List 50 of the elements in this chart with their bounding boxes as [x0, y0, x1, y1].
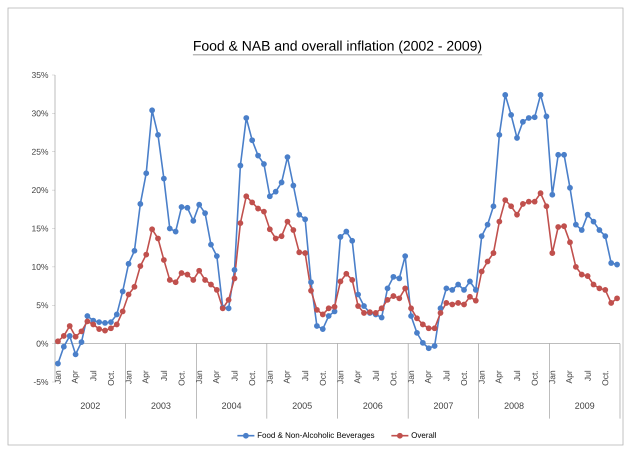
x-tick-label: Oct.: [532, 371, 538, 386]
text: 2002: [80, 402, 100, 409]
x-tick-label: Jan: [337, 370, 344, 384]
x-tick-label: Oct.: [461, 371, 468, 386]
x-tick-label: Oct.: [602, 371, 608, 386]
x-tick-label: Jan: [266, 370, 273, 384]
x-tick-label: Jul: [302, 370, 308, 382]
x-tick-label: Jul: [231, 370, 238, 382]
y-tick-label: 5%: [36, 302, 48, 308]
text: 2006: [363, 402, 382, 409]
x-tick-label: Jan: [54, 370, 61, 384]
text: 2009: [575, 402, 594, 409]
y-tick-label: 30%: [32, 110, 48, 116]
text: 2004: [222, 402, 242, 409]
x-tick-label: Apr: [496, 370, 504, 384]
text: 2005: [292, 402, 312, 409]
text: 2008: [504, 402, 524, 409]
x-tick-label: Jul: [584, 370, 591, 382]
x-tick-label: Jul: [514, 370, 520, 382]
x-tick-label: Jan: [408, 370, 414, 384]
y-tick-label: 10%: [32, 264, 48, 270]
x-tick-label: Apr: [284, 370, 292, 384]
text: 2003: [151, 402, 171, 409]
y-tick-label: 25%: [32, 148, 48, 155]
x-tick-label: Jan: [549, 370, 556, 384]
x-tick-label: Oct.: [249, 371, 256, 386]
y-tick-label: 35%: [32, 72, 48, 78]
x-tick-label: Jul: [160, 370, 167, 382]
x-tick-label: Oct.: [320, 371, 326, 386]
y-tick-label: 20%: [32, 187, 48, 194]
x-tick-label: Apr: [72, 370, 80, 384]
x-tick-label: Oct.: [178, 371, 185, 386]
x-tick-label: Jan: [196, 370, 202, 384]
text: 2007: [434, 402, 453, 409]
x-tick-label: Apr: [424, 370, 433, 384]
x-tick-label: Apr: [354, 370, 362, 384]
x-tick-label: Oct.: [390, 371, 396, 386]
y-tick-label: 0%: [36, 340, 48, 347]
x-tick-label: Apr: [213, 370, 221, 384]
x-tick-label: Oct.: [108, 371, 114, 386]
x-tick-label: Jan: [126, 370, 132, 384]
y-tick-label: -5%: [34, 379, 48, 385]
x-tick-label: Jul: [372, 370, 379, 382]
x-tick-label: Apr: [566, 370, 574, 384]
x-tick-label: Jul: [90, 370, 96, 382]
x-tick-label: Jan: [478, 370, 485, 384]
y-tick-label: 15%: [32, 226, 48, 232]
x-tick-label: Jul: [443, 370, 450, 382]
chart-title: Food & NAB and overall inflation (2002 - 2009): [194, 40, 482, 54]
x-tick-label: Apr: [142, 370, 150, 384]
